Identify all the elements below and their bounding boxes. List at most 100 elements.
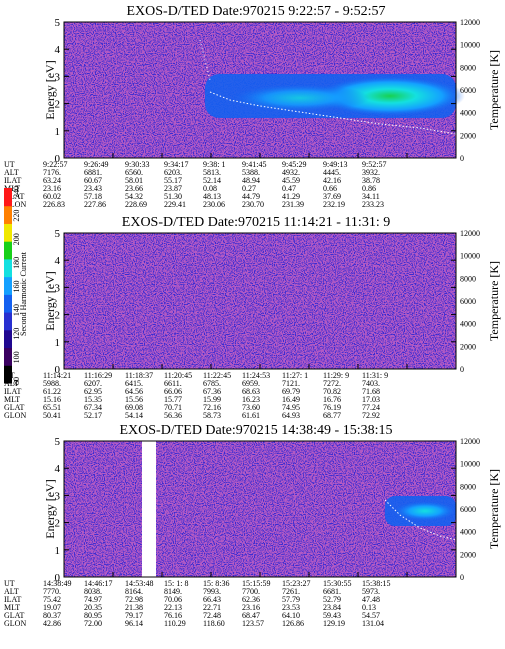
y2-tick-label: 8000 — [460, 274, 476, 283]
y2-tick-label: 12000 — [460, 18, 480, 27]
row-value: 9:26:49 — [84, 160, 108, 169]
y-tick-label: 5 — [55, 17, 61, 29]
colorbar-cell — [4, 312, 12, 331]
row-value: 9:30:33 — [125, 160, 149, 169]
row-label: ALT — [4, 587, 19, 596]
row-value: 0.47 — [282, 184, 296, 193]
row-value: 48.13 — [203, 192, 221, 201]
row-value: 70.82 — [323, 387, 341, 396]
row-value: 14:38:49 — [43, 579, 71, 588]
row-value: 62.95 — [84, 387, 102, 396]
row-value: 11:29: 9 — [323, 371, 349, 380]
row-value: 9:34:17 — [164, 160, 188, 169]
y2-tick-label: 8000 — [460, 63, 476, 72]
row-value: 15:30:55 — [323, 579, 351, 588]
row-value: 69.08 — [125, 403, 143, 412]
panel-3-info-table: UT 14:38:49 14:46:17 14:53:48 15: 1: 8 15: 8:… — [4, 579, 390, 628]
panel-1-info-table: UT 9:22:57 9:26:49 9:30:33 9:34:17 9:38: 1 9:4… — [4, 160, 386, 209]
y2-tick-label: 2000 — [460, 550, 476, 559]
y-tick-label: 1 — [55, 337, 61, 349]
row-value: 6881. — [84, 168, 102, 177]
row-value: 15.99 — [203, 395, 221, 404]
colorbar-cell — [4, 188, 12, 207]
y2-tick-label: 4000 — [460, 528, 476, 537]
y-tick-label: 5 — [55, 436, 61, 448]
row-value: 5973. — [362, 587, 380, 596]
row-value: 57.18 — [84, 192, 102, 201]
y-tick-label: 4 — [55, 44, 61, 56]
row-value: 15:23:27 — [282, 579, 310, 588]
colorbar-tick-label: 180 — [12, 257, 21, 269]
row-value: 80.95 — [84, 611, 102, 620]
row-value: 7700. — [242, 587, 260, 596]
y-tick-label: 5 — [55, 228, 61, 240]
row-value: 55.17 — [164, 176, 182, 185]
row-value: 7176. — [43, 168, 61, 177]
row-value: 7993. — [203, 587, 221, 596]
colorbar-cell — [4, 276, 12, 295]
row-value: 6415. — [125, 379, 143, 388]
row-label: ALT — [4, 168, 19, 177]
row-value: 11:24:53 — [242, 371, 270, 380]
row-value: 7770. — [43, 587, 61, 596]
row-value: 72.48 — [203, 611, 221, 620]
row-value: 16.76 — [323, 395, 341, 404]
row-value: 54.32 — [125, 192, 143, 201]
row-label: ILAT — [4, 387, 21, 396]
y2-tick-label: 0 — [460, 154, 464, 163]
row-value: 72.98 — [125, 595, 143, 604]
row-value: 54.57 — [362, 611, 380, 620]
row-value: 44.79 — [242, 192, 260, 201]
row-value: 70.71 — [164, 403, 182, 412]
y2-tick-label: 4000 — [460, 320, 476, 329]
row-value: 37.69 — [323, 192, 341, 201]
colorbar-cell — [4, 329, 12, 349]
row-label: GLAT — [4, 403, 25, 412]
row-value: 7121. — [282, 379, 300, 388]
row-value: 17.03 — [362, 395, 380, 404]
row-value: 67.34 — [84, 403, 102, 412]
panel-3-data-gap — [142, 441, 156, 577]
row-value: 64.93 — [282, 411, 300, 420]
row-value: 23.16 — [43, 184, 61, 193]
row-value: 69.79 — [282, 387, 300, 396]
colorbar-cell — [4, 241, 12, 260]
row-value: 60.02 — [43, 192, 61, 201]
colorbar-cell — [4, 258, 12, 278]
colorbar-cell — [4, 365, 12, 384]
row-value: 9:38: 1 — [203, 160, 225, 169]
colorbar-ticks: 80 100 120 140 160 180 200 220 240 — [12, 186, 21, 385]
panel-1-temperature-curve — [209, 91, 457, 135]
row-value: 42.16 — [323, 176, 341, 185]
row-value: 15: 8:36 — [203, 579, 229, 588]
row-value: 131.04 — [362, 619, 384, 628]
row-value: 0.08 — [203, 184, 217, 193]
row-value: 76.19 — [323, 403, 341, 412]
row-value: 73.60 — [242, 403, 260, 412]
panel-1-y2label: Temperature [K] — [487, 50, 501, 130]
y-tick-label: 4 — [55, 255, 61, 267]
row-value: 38.78 — [362, 176, 380, 185]
row-value: 51.30 — [164, 192, 182, 201]
row-value: 11:18:37 — [125, 371, 153, 380]
row-value: 41.29 — [282, 192, 300, 201]
row-value: 68.77 — [323, 411, 341, 420]
colorbar-tick-label: 140 — [12, 304, 21, 316]
row-value: 68.63 — [242, 387, 260, 396]
panel-3-y2label: Temperature [K] — [487, 469, 501, 549]
row-value: 11:22:45 — [203, 371, 231, 380]
row-value: 61.61 — [242, 411, 260, 420]
y-tick-label: 4 — [55, 463, 61, 475]
row-value: 5813. — [203, 168, 221, 177]
colorbar-cell — [4, 347, 12, 366]
row-value: 123.57 — [242, 619, 264, 628]
y2-tick-label: 6000 — [460, 505, 476, 514]
panel-2-y2label: Temperature [K] — [487, 261, 501, 341]
row-value: 23.16 — [242, 603, 260, 612]
row-value: 6681. — [323, 587, 341, 596]
row-value: 230.06 — [203, 200, 225, 209]
row-value: 14:46:17 — [84, 579, 112, 588]
panel-3-temperature-curve — [384, 499, 457, 541]
row-value: 15.77 — [164, 395, 182, 404]
